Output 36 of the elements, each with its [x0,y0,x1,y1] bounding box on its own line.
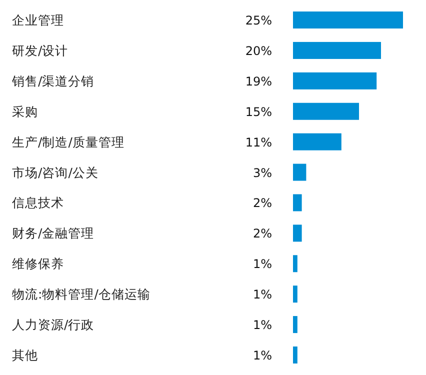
bar [293,224,302,242]
y-tick-label: 企业管理 [12,12,64,28]
y-tick-label: 其他 [12,348,38,362]
bar [293,42,381,59]
bar [293,133,342,150]
y-tick-label: 生产/制造/质量管理 [12,134,124,150]
data-label: 1% [252,318,272,332]
data-label: 15% [245,104,272,119]
y-tick-label: 市场/咨询/公关 [12,164,98,180]
bar [293,346,298,364]
y-tick-label: 采购 [12,104,38,119]
bar [293,194,302,212]
data-label: 1% [252,288,272,302]
data-label: 2% [252,196,272,210]
data-label: 2% [252,226,272,241]
data-label: 19% [245,74,272,88]
bar [293,286,298,303]
data-label: 11% [245,135,272,150]
bar [293,12,403,28]
y-tick-label: 信息技术 [12,195,64,210]
y-tick-label: 人力资源/行政 [12,317,94,332]
bar [293,316,298,334]
data-label: 1% [252,257,272,272]
bar [293,72,377,90]
bar [293,164,306,181]
data-label: 1% [252,348,272,362]
y-tick-label: 维修保养 [12,256,64,272]
data-label: 20% [245,44,272,58]
y-tick-label: 研发/设计 [12,42,68,58]
bar [293,255,298,272]
bar [293,102,359,120]
y-tick-label: 物流:物料管理/仓储运输 [12,286,150,302]
y-tick-label: 财务/金融管理 [12,226,94,241]
data-label: 3% [252,166,272,180]
data-label: 25% [245,14,272,28]
y-tick-label: 销售/渠道分销 [11,73,94,88]
